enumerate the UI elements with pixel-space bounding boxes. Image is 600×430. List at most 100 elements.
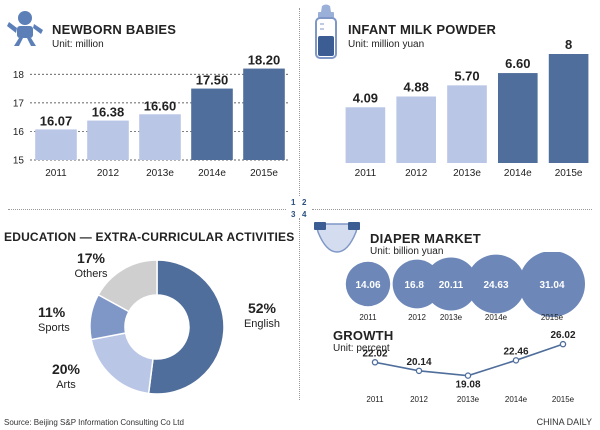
- chart4-subtitle: Unit: billion yuan: [370, 246, 444, 257]
- diaper-icon: [314, 222, 360, 253]
- bar: [548, 54, 589, 163]
- x-tick-label: 2013e: [146, 168, 174, 179]
- x-tick-label: 2013e: [440, 313, 463, 322]
- divider-vertical-top: [299, 8, 300, 196]
- data-label: 4.88: [404, 80, 429, 95]
- data-label: 20.11: [439, 280, 464, 291]
- slice-category-label: Sports: [38, 322, 70, 334]
- slice-value-label: 11%: [38, 304, 66, 320]
- slice-value-label: 20%: [52, 361, 81, 377]
- baby-icon: [5, 7, 45, 47]
- x-tick-label: 2014e: [504, 168, 532, 179]
- divider-horizontal-left: [8, 209, 286, 210]
- bar: [35, 129, 77, 160]
- x-tick-label: 2014e: [505, 395, 528, 404]
- y-tick-label: 17: [13, 98, 25, 109]
- slice-value-label: 17%: [77, 250, 106, 266]
- bar: [497, 73, 538, 163]
- source-note: Source: Beijing S&P Information Consulti…: [4, 418, 184, 427]
- data-label: 16.07: [40, 113, 73, 128]
- panel-number-4: 4: [302, 210, 307, 219]
- data-label: 19.08: [455, 380, 480, 391]
- bar: [243, 68, 285, 160]
- slice-category-label: Others: [74, 268, 108, 280]
- slice-others: [97, 259, 158, 313]
- x-tick-label: 2012: [408, 313, 426, 322]
- bar: [396, 96, 437, 163]
- chart1-title: NEWBORN BABIES: [52, 22, 177, 37]
- x-tick-label: 2013e: [457, 395, 480, 404]
- bubble: [424, 257, 478, 311]
- credit-label: CHINA DAILY: [536, 417, 592, 427]
- bubble: [519, 252, 585, 317]
- data-label: 6.60: [505, 56, 530, 71]
- panel-number-2: 2: [302, 198, 307, 207]
- slice-arts: [90, 332, 154, 395]
- divider-horizontal-right: [312, 209, 592, 210]
- bar: [447, 85, 487, 163]
- x-tick-label: 2015e: [555, 168, 583, 179]
- divider-vertical-bottom: [299, 218, 300, 400]
- x-tick-label: 2015e: [250, 168, 278, 179]
- data-label: 16.60: [144, 98, 177, 113]
- chart4-title: DIAPER MARKET: [370, 231, 481, 246]
- x-tick-label: 2012: [97, 168, 120, 179]
- growth-point: [371, 359, 379, 366]
- panel-number-1: 1: [291, 198, 296, 207]
- growth-line: [374, 343, 564, 377]
- x-tick-label: 2012: [405, 168, 428, 179]
- data-label: 8: [565, 37, 572, 52]
- x-tick-label: 2014e: [198, 168, 226, 179]
- data-label: 16.38: [92, 105, 125, 120]
- data-label: 14.06: [355, 280, 380, 291]
- data-label: 4.09: [353, 90, 378, 105]
- growth-line-chart: 22.02 2011 20.14 2012 19.08 2013e 22.46 2014e 26…: [362, 330, 575, 404]
- x-tick-label: 2015e: [541, 313, 564, 322]
- education-donut-chart: 52% English 20% Arts 11% Sports 17% Others: [38, 250, 280, 395]
- growth-point: [559, 340, 567, 348]
- x-tick-label: 2011: [45, 168, 67, 179]
- bar: [139, 114, 181, 160]
- data-label: 16.89: [404, 280, 429, 291]
- growth-point: [415, 367, 423, 375]
- x-tick-label: 2011: [366, 395, 384, 404]
- milk-bottle-icon: [315, 4, 337, 59]
- data-label: 17.50: [196, 73, 229, 88]
- bar: [191, 88, 233, 160]
- slice-category-label: English: [244, 318, 280, 330]
- y-tick-label: 16: [13, 127, 25, 138]
- y-tick-label: 18: [13, 70, 25, 81]
- x-tick-label: 2011: [355, 168, 377, 179]
- panel-number-3: 3: [291, 210, 296, 219]
- data-label: 18.20: [248, 53, 281, 68]
- x-tick-label: 2014e: [485, 313, 508, 322]
- x-tick-label: 2015e: [552, 395, 575, 404]
- x-tick-label: 2011: [359, 313, 377, 322]
- growth-point: [512, 357, 520, 364]
- growth-point: [464, 372, 472, 379]
- data-label: 5.70: [454, 68, 479, 83]
- chart2-subtitle: Unit: million yuan: [348, 39, 425, 50]
- y-tick-label: 15: [13, 156, 25, 167]
- slice-english: [147, 259, 225, 395]
- data-label: 20.14: [406, 357, 431, 368]
- bar: [87, 120, 129, 160]
- bubble: [345, 261, 391, 307]
- milk-powder-bar-chart: 4.09 2011 4.88 2012 5.70 2013e 6.60 2014e 8 2015e: [345, 37, 589, 179]
- chart5-subtitle: Unit: percent: [333, 343, 390, 354]
- chart2-title: INFANT MILK POWDER: [348, 22, 497, 37]
- chart5-title: GROWTH: [333, 328, 394, 343]
- chart3-title: EDUCATION — EXTRA-CURRICULAR ACTIVITIES: [4, 230, 295, 244]
- data-label: 22.02: [362, 348, 387, 359]
- data-label: 26.02: [550, 330, 575, 341]
- data-label: 31.04: [539, 280, 564, 291]
- newborn-bar-chart: 15 16 17 18 16.07 2011 16.38 2012 16.60 2013e 17.5…: [13, 53, 290, 179]
- bar: [345, 107, 386, 163]
- bubble: [466, 254, 526, 314]
- x-tick-label: 2012: [410, 395, 428, 404]
- data-label: 22.46: [503, 346, 528, 357]
- data-label: 24.63: [483, 280, 508, 291]
- x-tick-label: 2013e: [453, 168, 481, 179]
- chart1-subtitle: Unit: million: [52, 39, 104, 50]
- diaper-bubble-chart: 14.06 2011 16.89 2012 20.11 2013e 24.63 2014e 31…: [345, 252, 585, 322]
